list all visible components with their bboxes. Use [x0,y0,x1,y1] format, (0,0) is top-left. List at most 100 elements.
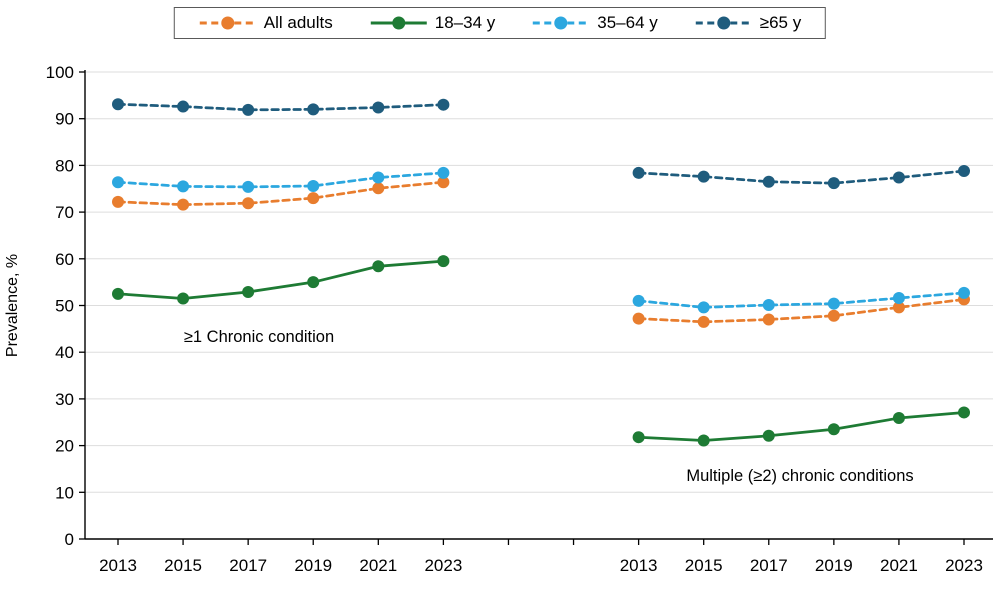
data-point-marker [372,182,385,195]
legend-label-65-plus: ≥65 y [759,13,802,32]
data-point-marker [892,171,905,184]
x-tick-label: 2021 [359,556,397,575]
data-point-marker [177,100,190,113]
chart-legend: All adults 18–34 y 35–64 y ≥65 y [173,7,827,39]
x-tick-label: 2015 [685,556,723,575]
legend-label-all-adults: All adults [263,13,333,32]
data-point-marker [437,98,450,111]
y-tick-label: 50 [55,296,74,315]
y-tick-label: 90 [55,110,74,129]
series-line [637,411,966,442]
data-point-marker [697,315,710,328]
data-point-marker [892,412,905,425]
y-tick-label: 40 [55,343,74,362]
data-point-marker [697,301,710,314]
y-tick-label: 100 [46,63,74,82]
data-point-marker [632,312,645,325]
legend-marker-dot [392,16,406,30]
data-point-marker [242,103,255,116]
y-tick-label: 20 [55,437,74,456]
legend-item-all-adults: All adults [199,13,333,33]
age-35-64-line-marker-icon [533,16,590,30]
x-tick-label: 2013 [99,556,137,575]
series-line [116,180,445,207]
data-point-marker [697,170,710,183]
data-point-marker [372,260,385,273]
y-tick-label: 0 [65,530,74,549]
legend-item-18-34: 18–34 y [370,13,496,33]
data-point-marker [958,406,970,419]
y-axis-title: Prevalence, % [4,254,21,357]
x-tick-label: 2019 [815,556,853,575]
legend-item-35-64: 35–64 y [532,13,658,33]
age-18-34-line-marker-icon [370,16,427,30]
data-point-marker [177,292,190,305]
data-point-marker [762,175,775,188]
data-point-marker [958,286,970,299]
data-point-marker [112,287,124,300]
data-point-marker [827,297,840,310]
data-point-marker [372,101,385,114]
data-point-marker [112,195,124,208]
y-tick-label: 60 [55,250,74,269]
data-point-marker [437,255,450,268]
data-point-marker [112,176,124,189]
y-tick-label: 70 [55,203,74,222]
data-point-marker [762,299,775,312]
data-point-marker [762,313,775,326]
data-point-marker [762,429,775,442]
x-tick-label: 2019 [294,556,332,575]
data-point-marker [892,292,905,305]
x-tick-label: 2013 [620,556,658,575]
legend-marker-dot [554,16,568,30]
data-point-marker [372,171,385,184]
age-65-plus-line-marker-icon [695,16,752,30]
data-point-marker [437,166,450,179]
x-tick-label: 2015 [164,556,202,575]
data-point-marker [827,423,840,436]
panel-annotation: Multiple (≥2) chronic conditions [686,467,913,485]
legend-marker-dot [717,16,731,30]
data-point-marker [958,165,970,178]
data-point-marker [632,166,645,179]
legend-item-65-plus: ≥65 y [695,13,801,33]
series-line [637,169,966,185]
data-point-marker [242,180,255,193]
x-tick-label: 2021 [880,556,918,575]
legend-label-18-34: 18–34 y [434,13,496,32]
data-point-marker [697,434,710,447]
y-tick-label: 30 [55,390,74,409]
data-point-marker [437,176,450,189]
data-point-marker [632,294,645,307]
series-line [637,298,966,324]
data-point-marker [827,309,840,322]
series-line [116,102,445,112]
x-tick-label: 2017 [229,556,267,575]
y-tick-label: 80 [55,156,74,175]
series-line [637,291,966,309]
data-point-marker [112,98,124,111]
data-point-marker [892,301,905,314]
data-point-marker [632,431,645,444]
data-point-marker [242,285,255,298]
series-line [116,259,445,300]
x-tick-label: 2023 [945,556,983,575]
series-line [116,171,445,189]
x-tick-label: 2023 [424,556,462,575]
data-point-marker [307,276,320,289]
data-point-marker [242,197,255,210]
y-tick-label: 10 [55,483,74,502]
legend-label-35-64: 35–64 y [597,13,658,32]
data-point-marker [177,180,190,193]
data-point-marker [307,179,320,192]
data-point-marker [307,103,320,116]
data-point-marker [307,192,320,205]
data-point-marker [177,198,190,211]
all-adults-line-marker-icon [199,16,256,30]
data-point-marker [827,177,840,190]
x-tick-label: 2017 [750,556,788,575]
legend-marker-dot [221,16,235,30]
panel-annotation: ≥1 Chronic condition [184,328,334,346]
